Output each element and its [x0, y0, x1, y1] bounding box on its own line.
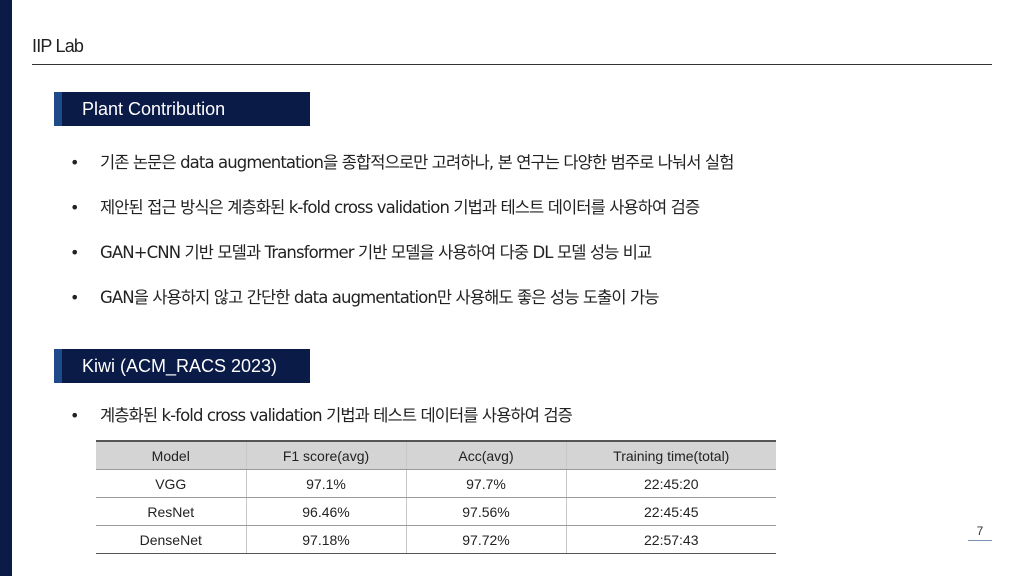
bullet-item: GAN+CNN 기반 모델과 Transformer 기반 모델을 사용하여 다… — [70, 240, 734, 285]
plant-bullet-list: 기존 논문은 data augmentation을 종합적으로만 고려하나, 본… — [70, 150, 734, 330]
kiwi-bullet-list: 계층화된 k-fold cross validation 기법과 테스트 데이터… — [70, 403, 573, 448]
table-row: ResNet 96.46% 97.56% 22:45:45 — [96, 497, 776, 526]
header-cell: Training time(total) — [565, 441, 776, 470]
page-number: 7 — [968, 524, 992, 541]
bullet-item: 제안된 접근 방식은 계층화된 k-fold cross validation … — [70, 195, 734, 240]
bullet-item: 계층화된 k-fold cross validation 기법과 테스트 데이터… — [70, 403, 573, 448]
header-cell: Model — [96, 441, 246, 470]
header-cell: F1 score(avg) — [245, 441, 406, 470]
table-cell: 97.18% — [245, 525, 406, 554]
table-cell: 97.72% — [405, 525, 566, 554]
bullet-item: 기존 논문은 data augmentation을 종합적으로만 고려하나, 본… — [70, 150, 734, 195]
bullet-item: GAN을 사용하지 않고 간단한 data augmentation만 사용해도… — [70, 285, 734, 330]
section-title-kiwi: Kiwi (ACM_RACS 2023) — [54, 349, 310, 383]
table-cell: 96.46% — [245, 497, 406, 526]
header-cell: Acc(avg) — [405, 441, 566, 470]
table-cell: 22:57:43 — [565, 525, 776, 554]
left-accent-bar — [0, 0, 12, 576]
table-cell: 97.1% — [245, 469, 406, 498]
results-table: Model F1 score(avg) Acc(avg) Training ti… — [96, 440, 776, 554]
header-divider — [32, 64, 992, 65]
table-row: VGG 97.1% 97.7% 22:45:20 — [96, 469, 776, 498]
section-title-plant: Plant Contribution — [54, 92, 310, 126]
table-cell: ResNet — [96, 497, 246, 526]
table-row: DenseNet 97.18% 97.72% 22:57:43 — [96, 525, 776, 554]
table-cell: 22:45:45 — [565, 497, 776, 526]
table-cell: 22:45:20 — [565, 469, 776, 498]
lab-title: IIP Lab — [32, 36, 84, 56]
table-cell: VGG — [96, 469, 246, 498]
table-cell: 97.56% — [405, 497, 566, 526]
table-cell: DenseNet — [96, 525, 246, 554]
table-header-row: Model F1 score(avg) Acc(avg) Training ti… — [96, 441, 776, 470]
table-cell: 97.7% — [405, 469, 566, 498]
